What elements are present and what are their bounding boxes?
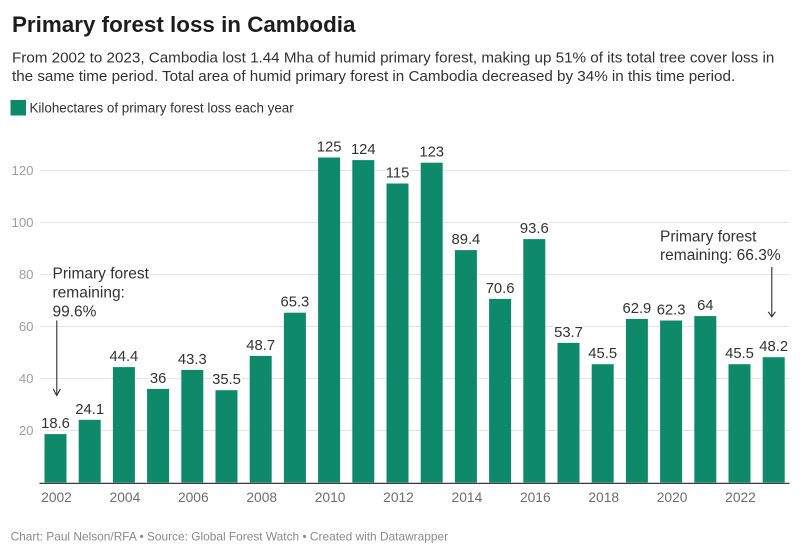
svg-text:2022: 2022 [725, 490, 756, 505]
svg-text:40: 40 [19, 371, 34, 386]
svg-text:36: 36 [150, 371, 166, 387]
svg-text:89.4: 89.4 [451, 232, 480, 248]
svg-text:53.7: 53.7 [554, 325, 583, 341]
svg-text:35.5: 35.5 [212, 372, 241, 388]
svg-text:remaining:: remaining: [53, 285, 125, 302]
svg-text:remaining: 66.3%: remaining: 66.3% [660, 247, 781, 264]
svg-text:124: 124 [351, 142, 376, 158]
svg-text:115: 115 [386, 166, 410, 182]
svg-text:60: 60 [19, 319, 34, 334]
svg-text:Kilohectares of primary forest: Kilohectares of primary forest loss each… [30, 100, 295, 115]
svg-text:62.9: 62.9 [622, 301, 651, 317]
svg-text:2018: 2018 [588, 490, 619, 505]
svg-text:2008: 2008 [246, 490, 277, 505]
svg-text:2004: 2004 [110, 490, 141, 505]
svg-text:70.6: 70.6 [486, 281, 515, 297]
svg-text:48.7: 48.7 [246, 338, 275, 354]
svg-text:2014: 2014 [452, 490, 483, 505]
svg-text:44.4: 44.4 [109, 349, 138, 365]
svg-text:2020: 2020 [657, 490, 688, 505]
svg-text:Primary forest: Primary forest [660, 229, 757, 246]
svg-text:125: 125 [317, 140, 342, 156]
svg-text:2012: 2012 [383, 490, 414, 505]
svg-text:2006: 2006 [178, 490, 209, 505]
svg-text:99.6%: 99.6% [53, 304, 97, 321]
svg-text:48.2: 48.2 [759, 339, 788, 355]
svg-text:123: 123 [419, 145, 444, 161]
svg-text:100: 100 [11, 215, 33, 230]
svg-text:Chart: Paul Nelson/RFA • Sourc: Chart: Paul Nelson/RFA • Source: Global … [11, 529, 448, 543]
svg-text:the same time period. Total ar: the same time period. Total area of humi… [12, 68, 735, 85]
svg-text:62.3: 62.3 [657, 303, 686, 319]
svg-text:43.3: 43.3 [178, 352, 207, 368]
svg-text:64: 64 [697, 298, 713, 314]
svg-text:45.5: 45.5 [725, 346, 754, 362]
svg-text:Primary forest: Primary forest [53, 266, 150, 283]
svg-text:24.1: 24.1 [75, 402, 104, 418]
svg-text:2010: 2010 [315, 490, 346, 505]
svg-text:45.5: 45.5 [588, 346, 617, 362]
svg-text:20: 20 [19, 423, 34, 438]
svg-text:120: 120 [11, 163, 33, 178]
svg-text:2002: 2002 [41, 490, 72, 505]
svg-text:Primary forest loss in Cambodi: Primary forest loss in Cambodia [12, 12, 356, 37]
svg-text:80: 80 [19, 267, 34, 282]
svg-text:18.6: 18.6 [41, 416, 70, 432]
svg-text:93.6: 93.6 [520, 221, 549, 237]
svg-text:From 2002 to 2023, Cambodia lo: From 2002 to 2023, Cambodia lost 1.44 Mh… [12, 50, 774, 67]
svg-text:2016: 2016 [520, 490, 551, 505]
svg-text:65.3: 65.3 [280, 295, 309, 311]
